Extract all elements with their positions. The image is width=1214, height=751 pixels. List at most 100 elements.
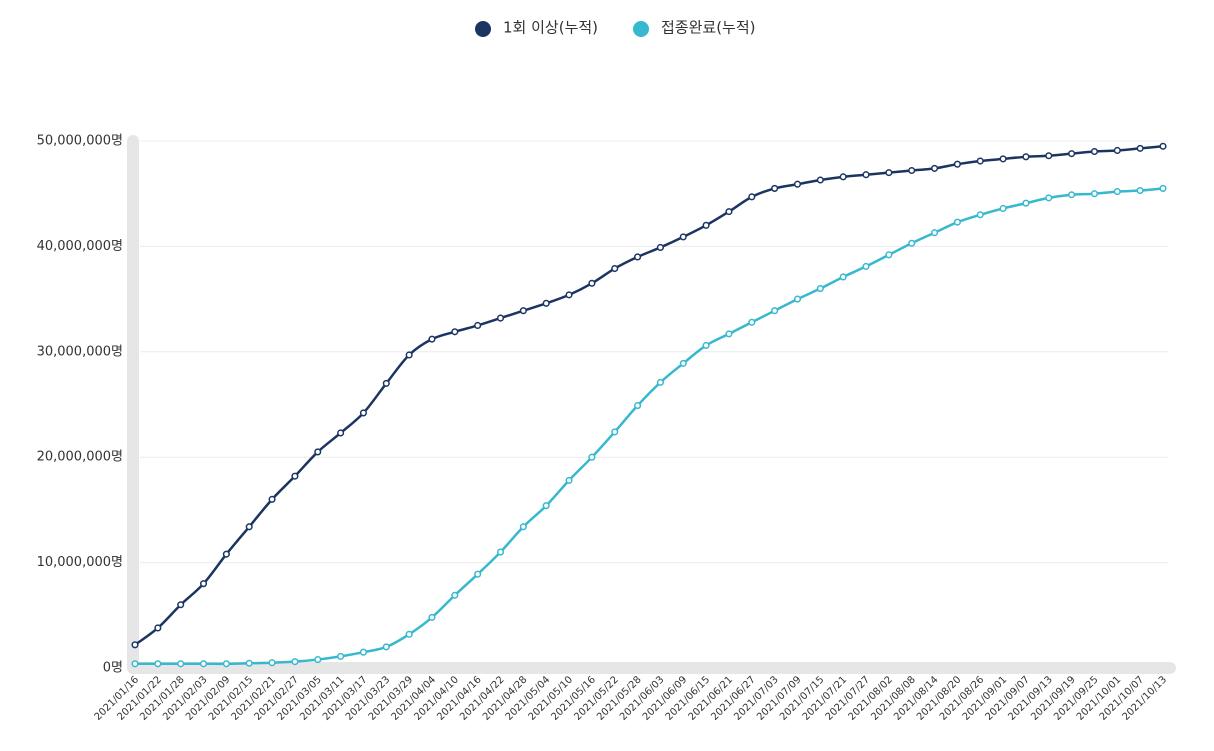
point — [656, 243, 664, 252]
point — [839, 273, 847, 281]
point — [519, 523, 527, 531]
point — [154, 624, 162, 632]
point — [474, 570, 482, 578]
point — [565, 291, 573, 299]
point — [999, 204, 1007, 213]
point — [931, 229, 939, 237]
point — [793, 295, 802, 303]
point — [748, 318, 756, 326]
point — [679, 233, 687, 241]
point — [177, 660, 185, 668]
point — [1159, 142, 1167, 150]
point — [1090, 147, 1099, 156]
point — [1136, 186, 1144, 195]
point — [1022, 153, 1030, 161]
point — [496, 314, 505, 322]
point — [1045, 194, 1053, 202]
point — [337, 652, 345, 660]
point — [314, 656, 322, 664]
point — [451, 591, 459, 599]
point — [1136, 144, 1144, 152]
point — [931, 164, 939, 172]
y-tick-label: 20,000,000명 — [37, 450, 123, 465]
point — [268, 495, 276, 503]
point — [771, 184, 779, 192]
point — [519, 307, 527, 315]
point — [588, 279, 596, 287]
point — [131, 660, 139, 668]
point — [862, 171, 870, 179]
point — [839, 173, 847, 181]
point — [474, 321, 482, 330]
point — [199, 580, 208, 588]
point — [428, 335, 436, 343]
y-tick-label: 30,000,000명 — [37, 344, 123, 359]
point — [1113, 146, 1121, 155]
point — [611, 428, 619, 436]
point — [611, 264, 619, 273]
point — [908, 239, 916, 247]
point — [702, 341, 710, 350]
point — [771, 307, 779, 315]
point — [885, 251, 893, 259]
point — [816, 285, 824, 293]
point — [634, 402, 642, 410]
y-tick-label: 10,000,000명 — [37, 555, 123, 570]
point — [222, 550, 230, 558]
point — [862, 262, 870, 270]
point — [1113, 188, 1121, 196]
point — [885, 169, 893, 177]
point — [679, 359, 687, 367]
legend-swatch — [475, 21, 491, 37]
point — [177, 601, 185, 609]
point — [359, 409, 367, 417]
point — [748, 193, 756, 201]
legend-label: 1회 이상(누적) — [503, 19, 598, 37]
point — [382, 643, 390, 651]
point — [154, 660, 162, 668]
point — [245, 659, 253, 667]
point — [565, 476, 573, 484]
point — [428, 613, 436, 621]
point — [908, 166, 916, 175]
point — [359, 648, 367, 656]
point — [405, 351, 413, 359]
point — [542, 502, 550, 510]
point — [656, 378, 664, 386]
point — [816, 176, 824, 184]
point — [222, 660, 230, 668]
y-tick-label: 0명 — [103, 661, 123, 676]
point — [793, 180, 802, 188]
point — [953, 160, 961, 168]
point — [268, 659, 276, 667]
point — [496, 548, 505, 556]
y-tick-label: 40,000,000명 — [37, 239, 123, 254]
point — [1022, 199, 1030, 207]
point — [725, 208, 733, 216]
point — [1090, 190, 1099, 198]
point — [291, 658, 299, 666]
point — [451, 328, 459, 336]
y-tick-label: 50,000,000명 — [37, 134, 123, 149]
point — [1068, 150, 1076, 158]
point — [953, 218, 961, 226]
point — [245, 523, 253, 531]
series-line — [135, 187, 1164, 666]
point — [976, 157, 984, 165]
point — [291, 472, 299, 480]
point — [337, 429, 345, 437]
legend-label: 접종완료(누적) — [661, 19, 756, 37]
point — [725, 330, 733, 338]
point — [1068, 191, 1076, 199]
point — [999, 155, 1007, 163]
point — [634, 253, 642, 261]
point — [1045, 152, 1053, 160]
series-line — [134, 145, 1164, 646]
point — [405, 630, 413, 638]
point — [588, 453, 596, 461]
point — [542, 299, 550, 307]
point — [199, 660, 208, 668]
point — [1159, 184, 1167, 192]
point — [131, 641, 139, 649]
